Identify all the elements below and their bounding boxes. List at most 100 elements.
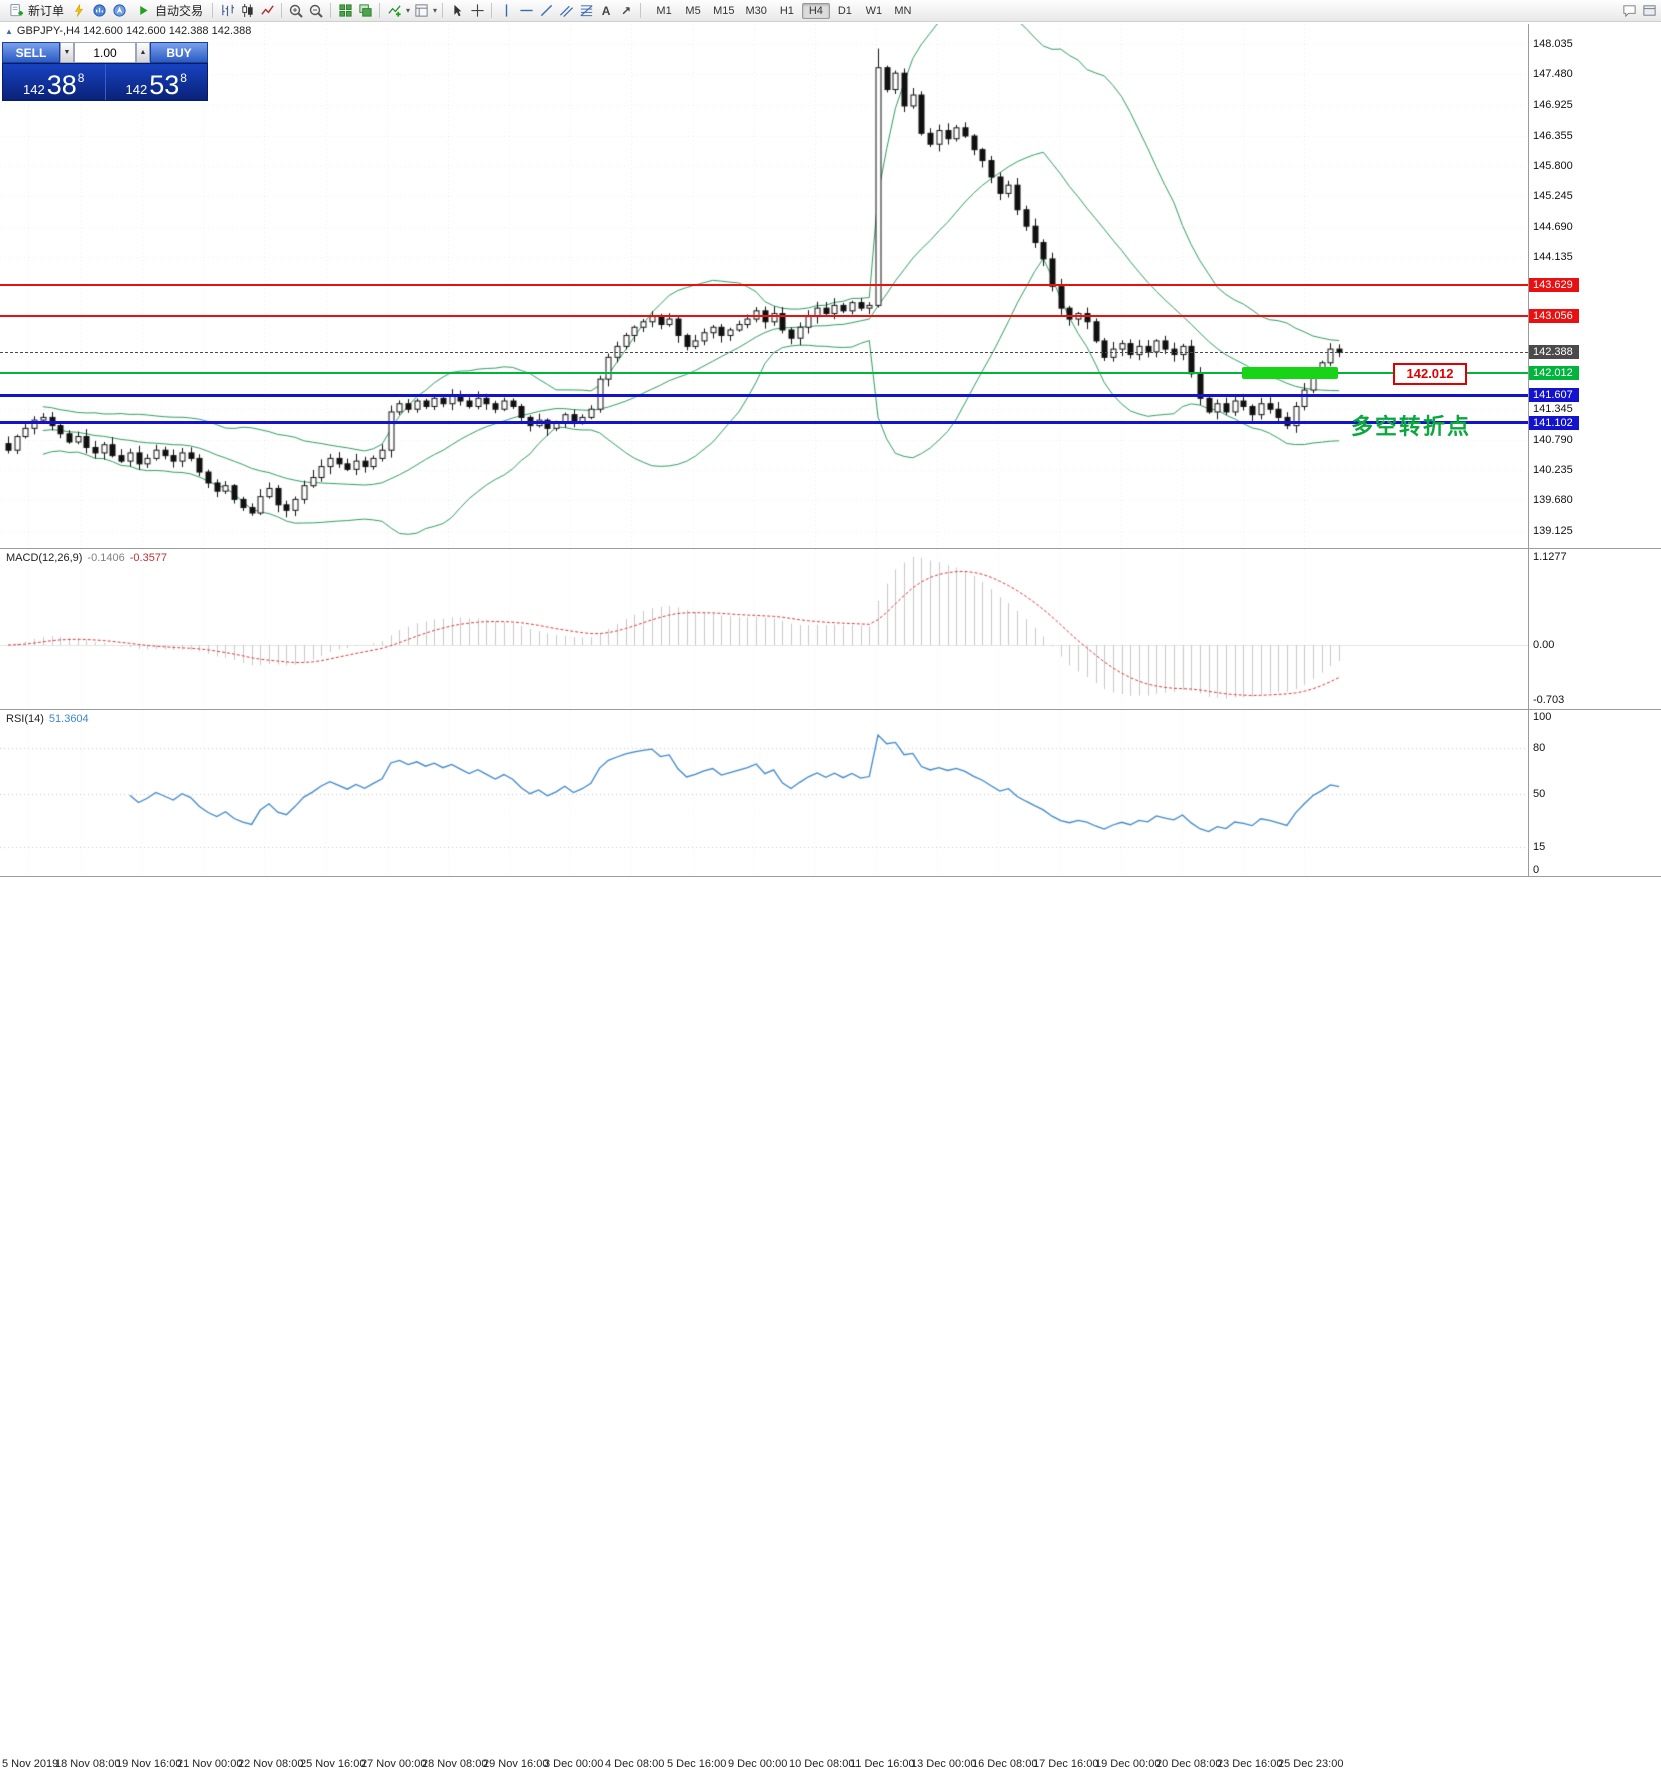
timeframe-m5-button[interactable]: M5	[685, 4, 701, 17]
zoom-in-icon[interactable]	[287, 2, 305, 20]
timeframe-m30-button[interactable]: M30	[745, 4, 767, 17]
toolbar-separator	[281, 3, 283, 18]
time-tick: 22 Nov 08:00	[238, 1758, 304, 1770]
macd-axis-tick: -0.703	[1533, 693, 1565, 706]
volume-input[interactable]	[74, 42, 136, 63]
new-order-label: 新订单	[28, 4, 65, 18]
candlestick-icon[interactable]	[238, 2, 256, 20]
support-line-2[interactable]	[0, 421, 1528, 425]
lightning-icon[interactable]	[70, 2, 88, 20]
autotrading-play-icon	[134, 2, 152, 20]
turning-point-label[interactable]: 多空转折点	[1351, 414, 1472, 440]
time-tick: 19 Dec 00:00	[1095, 1758, 1161, 1770]
cursor-icon[interactable]	[448, 2, 466, 20]
timeframe-m15-button[interactable]: M15	[713, 4, 735, 17]
time-tick: 9 Dec 00:00	[728, 1758, 788, 1770]
price-chart[interactable]	[0, 24, 1528, 548]
market-watch-icon[interactable]	[90, 2, 108, 20]
timeframe-m1-button[interactable]: M1	[656, 4, 672, 17]
resistance-line-2-label: 143.056	[1529, 308, 1579, 323]
rsi-value: 51.3604	[48, 713, 89, 725]
rsi-panel[interactable]	[0, 710, 1528, 876]
autotrading-label: 自动交易	[155, 4, 204, 18]
sell-price[interactable]: 142 38 8	[3, 64, 105, 100]
crosshair-icon[interactable]	[468, 2, 486, 20]
tile-windows-icon[interactable]	[336, 2, 354, 20]
support-line-1[interactable]	[0, 393, 1528, 397]
rsi-axis-tick: 15	[1533, 841, 1546, 854]
price-tick: 140.790	[1533, 433, 1573, 446]
buy-price-sup: 8	[180, 71, 187, 85]
autotrading-button[interactable]: 自动交易	[130, 2, 207, 20]
rsi-axis-tick: 50	[1533, 787, 1546, 800]
arrows-tool-icon[interactable]: ↗	[621, 3, 632, 18]
line-chart-icon[interactable]	[258, 2, 276, 20]
timeframe-mn-button[interactable]: MN	[894, 4, 912, 17]
current-price-line[interactable]	[0, 351, 1528, 353]
time-tick: 11 Dec 16:00	[850, 1758, 915, 1770]
indicators-dropdown-caret-icon[interactable]: ▾	[406, 6, 411, 15]
macd-panel[interactable]	[0, 549, 1528, 709]
new-order-button[interactable]: 新订单	[3, 2, 68, 20]
pivot-line-label: 142.012	[1529, 366, 1579, 381]
resistance-line-1-label: 143.629	[1529, 277, 1579, 292]
volume-increase-button[interactable]: ▲	[136, 42, 150, 63]
vertical-line-icon[interactable]	[497, 2, 515, 20]
macd-value: -0.1406	[87, 552, 125, 564]
templates-icon[interactable]	[412, 2, 430, 20]
indicators-icon[interactable]	[385, 2, 403, 20]
trendline-icon[interactable]	[537, 2, 555, 20]
channel-icon[interactable]	[557, 2, 575, 20]
resistance-line-2[interactable]	[0, 314, 1528, 317]
cascade-windows-icon[interactable]	[356, 2, 374, 20]
price-tick: 146.355	[1533, 129, 1573, 142]
price-tick: 141.345	[1533, 403, 1573, 416]
toolbar-separator	[491, 3, 493, 18]
timeframe-d1-button[interactable]: D1	[837, 4, 852, 17]
panel-toggle-icon[interactable]	[1640, 2, 1658, 20]
rsi-name: RSI(14)	[6, 713, 44, 725]
one-click-trading-panel: SELL ▼ ▲ BUY 142 38 8 142 53 8	[2, 42, 208, 101]
pivot-line[interactable]	[0, 372, 1528, 375]
panel-splitter[interactable]	[0, 876, 1661, 877]
timeframe-w1-button[interactable]: W1	[865, 4, 883, 17]
axis-border	[1528, 24, 1529, 877]
rsi-axis-tick: 100	[1533, 711, 1552, 723]
timeframe-h1-button[interactable]: H1	[779, 4, 794, 17]
time-tick: 3 Dec 00:00	[544, 1758, 604, 1770]
buy-price[interactable]: 142 53 8	[104, 64, 208, 101]
sell-price-sup: 8	[77, 71, 85, 85]
rsi-axis-tick: 0	[1533, 864, 1540, 876]
horizontal-line-icon[interactable]	[517, 2, 535, 20]
timeframe-h4-button[interactable]: H4	[801, 2, 830, 19]
price-tick: 139.680	[1533, 494, 1573, 507]
buy-price-big: 53	[149, 70, 180, 101]
chart-window-title: ▲ GBPJPY-,H4 142.600 142.600 142.388 142…	[5, 25, 251, 37]
text-tool-icon[interactable]: A	[601, 3, 611, 18]
buy-button[interactable]: BUY	[150, 42, 208, 63]
current-price-line-label: 142.388	[1529, 345, 1579, 360]
buy-price-prefix: 142	[125, 81, 148, 97]
macd-label: MACD(12,26,9) -0.1406 -0.3577	[6, 552, 167, 564]
panel-splitter[interactable]	[0, 548, 1661, 549]
time-tick: 13 Dec 00:00	[911, 1758, 977, 1770]
navigator-icon[interactable]	[110, 2, 128, 20]
fibonacci-icon[interactable]	[577, 2, 595, 20]
toolbar-separator	[379, 3, 381, 18]
highlight-zone[interactable]	[1242, 367, 1338, 380]
sell-button[interactable]: SELL	[2, 42, 60, 63]
time-tick: 17 Dec 16:00	[1033, 1758, 1099, 1770]
chat-icon[interactable]	[1620, 2, 1638, 20]
price-callout[interactable]: 142.012	[1393, 363, 1467, 386]
timeframe-group: M1 M5 M15 M30 H1 H4 D1 W1 MN	[650, 2, 917, 19]
panel-splitter[interactable]	[0, 709, 1661, 710]
templates-dropdown-caret-icon[interactable]: ▾	[433, 6, 438, 15]
macd-name: MACD(12,26,9)	[6, 552, 83, 564]
zoom-out-icon[interactable]	[307, 2, 325, 20]
macd-axis-tick: 1.1277	[1533, 550, 1567, 563]
resistance-line-1[interactable]	[0, 283, 1528, 286]
volume-decrease-button[interactable]: ▼	[60, 42, 74, 63]
macd-signal-value: -0.3577	[129, 552, 168, 564]
bar-chart-icon[interactable]	[218, 2, 236, 20]
